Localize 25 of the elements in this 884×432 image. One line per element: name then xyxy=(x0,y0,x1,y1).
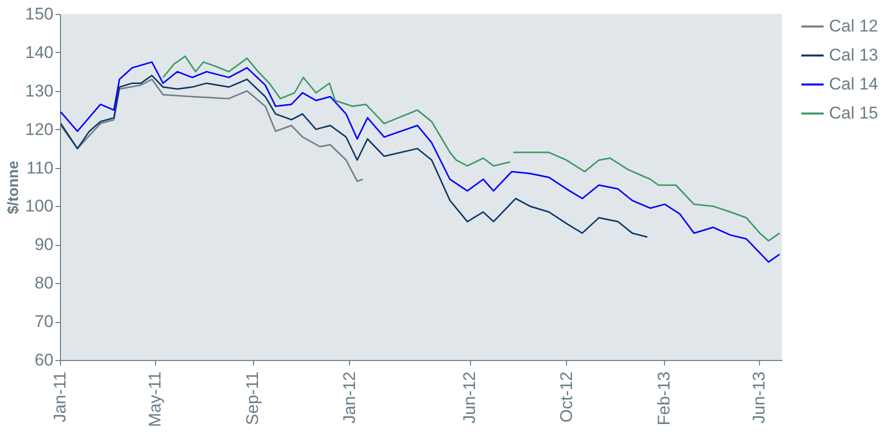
x-tick-label: Jun-12 xyxy=(460,372,480,424)
legend-label: Cal 13 xyxy=(829,46,878,64)
y-tick-label: 110 xyxy=(26,158,54,178)
y-axis-title: $/tonne xyxy=(5,160,22,214)
y-tick-label: 90 xyxy=(34,235,54,254)
y-tick-label: 150 xyxy=(25,4,54,24)
x-tick-label: Oct-12 xyxy=(556,372,576,423)
x-tick-label: Jun-13 xyxy=(750,372,769,424)
x-tick-label: Sep-11 xyxy=(243,372,262,426)
y-tick-label: 100 xyxy=(25,196,54,216)
x-tick-label: Jan-11 xyxy=(50,372,70,422)
x-tick-label: Jan-12 xyxy=(340,372,359,424)
x-tick-label: May-11 xyxy=(146,372,165,427)
y-tick-label: 60 xyxy=(34,350,54,370)
y-tick-label: 130 xyxy=(25,81,54,100)
legend-label: Cal 15 xyxy=(829,104,878,122)
legend-label: Cal 14 xyxy=(829,74,878,94)
y-tick-label: 70 xyxy=(34,312,54,332)
line-series xyxy=(60,74,648,238)
y-tick-label: 140 xyxy=(25,42,54,62)
y-tick-label: 120 xyxy=(25,120,54,139)
line-series xyxy=(60,61,780,263)
legend-label: Cal 12 xyxy=(829,16,878,36)
x-tick-label: Feb-13 xyxy=(654,372,674,426)
y-tick-label: 80 xyxy=(34,274,54,293)
